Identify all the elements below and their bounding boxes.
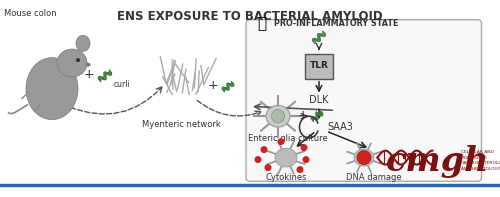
Text: Myenteric network: Myenteric network — [142, 120, 221, 129]
Circle shape — [278, 138, 284, 145]
Text: Cytokines: Cytokines — [265, 173, 307, 182]
Circle shape — [272, 110, 284, 123]
Ellipse shape — [76, 35, 90, 51]
Circle shape — [296, 166, 304, 173]
Text: +: + — [298, 109, 308, 122]
Circle shape — [357, 151, 371, 165]
Text: +: + — [208, 79, 218, 92]
Text: CELLULAR AND
MOLECULAR
GASTROENTEROLOGY
AND HEPATOLOGY: CELLULAR AND MOLECULAR GASTROENTEROLOGY … — [461, 150, 500, 171]
Ellipse shape — [275, 148, 297, 167]
Text: DNA damage: DNA damage — [346, 173, 402, 182]
Text: SAA3: SAA3 — [328, 122, 353, 132]
Text: TLR: TLR — [310, 61, 328, 71]
Circle shape — [76, 58, 80, 62]
Text: cmgh: cmgh — [386, 145, 489, 178]
Ellipse shape — [26, 58, 78, 120]
Circle shape — [300, 144, 308, 151]
Text: curli: curli — [114, 80, 131, 89]
Text: DLK: DLK — [309, 96, 329, 105]
Circle shape — [264, 164, 272, 171]
Circle shape — [302, 156, 310, 163]
Text: 🔥: 🔥 — [258, 16, 266, 31]
FancyBboxPatch shape — [305, 54, 332, 79]
Text: +: + — [84, 68, 94, 81]
Text: ENS EXPOSURE TO BACTERIAL AMYLOID: ENS EXPOSURE TO BACTERIAL AMYLOID — [117, 10, 383, 23]
Text: Mouse colon: Mouse colon — [4, 9, 57, 18]
Ellipse shape — [86, 63, 90, 67]
Ellipse shape — [266, 105, 290, 127]
Ellipse shape — [354, 149, 374, 166]
Ellipse shape — [57, 49, 87, 77]
Text: PRO-INFLAMMATORY STATE: PRO-INFLAMMATORY STATE — [274, 19, 398, 28]
Text: Enteric glia culture: Enteric glia culture — [248, 134, 328, 143]
Circle shape — [260, 146, 268, 153]
Circle shape — [254, 156, 262, 163]
FancyBboxPatch shape — [246, 20, 482, 181]
